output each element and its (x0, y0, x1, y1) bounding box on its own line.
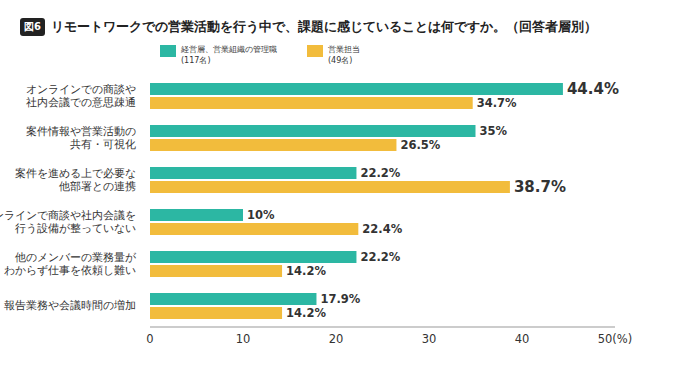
svg-text:35%: 35% (480, 124, 508, 138)
html-text:リモートワークでの営業活動を行う中で、課題に感じていることは: リモートワークでの営業活動を行う中で、課題に感じていることは何ですか。（回答者層… (51, 18, 597, 34)
svg-text:0: 0 (146, 332, 153, 346)
html-text:経営層、営業組織の管理職 (117名): 経営層、営業組織の管理職 (117名) (181, 45, 277, 65)
svg-text:38.7%: 38.7% (514, 178, 566, 196)
svg-text:案件情報や営業活動の共有・可視化: 案件情報や営業活動の共有・可視化 (26, 125, 136, 150)
svg-text:17.9%: 17.9% (320, 292, 360, 306)
svg-text:オンラインで商談や社内会議を行う設備が整っていない: オンラインで商談や社内会議を行う設備が整っていない (8, 209, 136, 235)
svg-text:22.2%: 22.2% (360, 166, 400, 180)
svg-text:14.2%: 14.2% (286, 306, 326, 320)
svg-text:40: 40 (515, 332, 530, 346)
svg-text:22.2%: 22.2% (360, 250, 400, 264)
svg-text:26.5%: 26.5% (400, 138, 440, 152)
svg-text:22.4%: 22.4% (362, 222, 402, 236)
svg-text:10%: 10% (247, 208, 275, 222)
svg-text:20: 20 (329, 332, 344, 346)
svg-text:オンラインでの商談や社内会議での意思疎通: オンラインでの商談や社内会議での意思疎通 (26, 83, 136, 108)
html-text:図6: 図6 (24, 21, 41, 32)
svg-text:14.2%: 14.2% (286, 264, 326, 278)
svg-text:50(%): 50(%) (598, 332, 633, 346)
svg-text:30: 30 (422, 332, 437, 346)
svg-text:10: 10 (236, 332, 251, 346)
svg-text:報告業務や会議時間の増加: 報告業務や会議時間の増加 (8, 299, 136, 311)
html-text:営業担当 (49名): 営業担当 (49名) (328, 45, 360, 65)
svg-text:44.4%: 44.4% (567, 80, 619, 98)
svg-text:34.7%: 34.7% (477, 96, 517, 110)
svg-text:他のメンバーの業務量がわからず仕事を依頼し難い: 他のメンバーの業務量がわからず仕事を依頼し難い (8, 251, 137, 277)
svg-text:案件を進める上で必要な他部署との連携: 案件を進める上で必要な他部署との連携 (15, 167, 136, 192)
